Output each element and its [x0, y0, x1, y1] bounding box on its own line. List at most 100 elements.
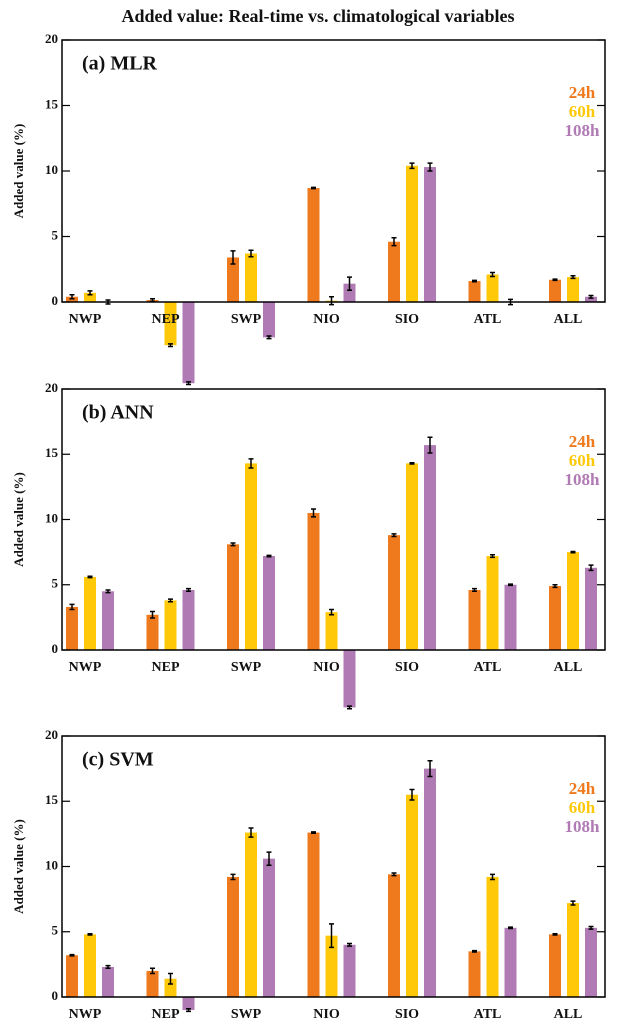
x-tick-label: SWP — [231, 660, 262, 675]
bar — [263, 858, 275, 997]
x-tick-label: ATL — [474, 1007, 502, 1022]
error-bar — [391, 872, 397, 877]
bar — [102, 966, 114, 997]
bar — [486, 876, 499, 997]
y-tick-label: 15 — [45, 445, 59, 460]
error-bar — [472, 279, 477, 283]
x-tick-label: ATL — [474, 312, 502, 327]
error-bar — [69, 603, 75, 611]
x-tick-label: SIO — [395, 1007, 419, 1022]
x-tick-label: ATL — [474, 660, 502, 675]
bar — [146, 970, 159, 997]
bar — [182, 589, 195, 650]
bar — [245, 832, 257, 997]
x-tick-label: NEP — [152, 312, 180, 327]
bar — [424, 167, 436, 302]
panel-title: (b) ANN — [82, 402, 154, 424]
legend-label: 60h — [569, 451, 596, 470]
bar — [164, 600, 177, 650]
bar — [424, 445, 436, 650]
x-tick-label: SWP — [231, 312, 262, 327]
error-bar — [266, 554, 272, 558]
bar — [585, 296, 597, 302]
y-axis-label: Added value (%) — [11, 124, 26, 219]
bar — [84, 576, 96, 650]
x-tick-label: ALL — [554, 660, 583, 675]
y-tick-label: 10 — [45, 857, 58, 872]
x-tick-label: SWP — [231, 1007, 262, 1022]
bar — [182, 997, 195, 1011]
y-axis-label: Added value (%) — [11, 472, 26, 567]
error-bar — [472, 587, 477, 593]
bar — [325, 935, 338, 997]
bar — [182, 302, 195, 384]
x-tick-label: NIO — [313, 660, 340, 675]
error-bar — [427, 436, 433, 454]
bar — [263, 556, 275, 650]
bar — [84, 934, 96, 997]
bar — [343, 283, 356, 302]
bar — [388, 874, 400, 997]
bar — [227, 257, 239, 302]
error-bar — [552, 932, 558, 936]
error-bar — [427, 162, 433, 172]
legend-label: 24h — [569, 432, 596, 451]
bar — [406, 794, 418, 997]
figure-title: Added value: Real-time vs. climatologica… — [122, 6, 515, 26]
error-bar — [230, 250, 236, 265]
error-bar — [266, 335, 272, 340]
bar — [468, 281, 481, 302]
error-bar — [329, 923, 334, 949]
x-tick-label: NIO — [313, 312, 340, 327]
y-tick-label: 15 — [45, 792, 59, 807]
error-bar — [248, 249, 254, 258]
x-tick-label: NEP — [152, 1007, 180, 1022]
error-bar — [329, 296, 334, 306]
legend-label: 108h — [565, 121, 601, 140]
error-bar — [347, 705, 352, 710]
bar — [567, 903, 579, 997]
bar — [307, 188, 320, 302]
y-axis-label: Added value (%) — [11, 819, 26, 914]
error-bar — [266, 851, 272, 866]
bar — [504, 584, 517, 650]
error-bar — [248, 458, 254, 469]
error-bar — [230, 873, 236, 881]
y-tick-label: 15 — [45, 96, 59, 111]
bar — [66, 606, 78, 650]
bar — [146, 614, 159, 650]
bar — [84, 292, 96, 302]
error-bar — [105, 964, 111, 970]
error-bar — [168, 598, 173, 603]
legend-label: 24h — [569, 83, 596, 102]
error-bar — [570, 550, 576, 554]
bar — [388, 535, 400, 650]
y-tick-label: 20 — [45, 727, 58, 742]
y-tick-label: 0 — [52, 641, 59, 656]
x-tick-label: NWP — [69, 1007, 102, 1022]
x-tick-label: ALL — [554, 1007, 583, 1022]
x-tick-label: SIO — [395, 660, 419, 675]
y-tick-label: 5 — [52, 923, 59, 938]
error-bar — [570, 900, 576, 906]
error-bar — [347, 942, 352, 947]
x-tick-label: SIO — [395, 312, 419, 327]
bar — [245, 253, 257, 302]
y-tick-label: 0 — [52, 988, 59, 1003]
bar — [325, 612, 338, 650]
error-bar — [311, 186, 316, 190]
plot-frame — [61, 39, 606, 303]
panel-title: (c) SVM — [82, 749, 154, 771]
legend-label: 60h — [569, 102, 596, 121]
bar — [549, 934, 561, 997]
error-bar — [168, 972, 173, 985]
error-bar — [87, 932, 93, 936]
bar — [388, 241, 400, 302]
bar — [406, 165, 418, 302]
error-bar — [186, 1007, 191, 1013]
legend-label: 24h — [569, 779, 596, 798]
error-bar — [409, 162, 415, 170]
x-tick-label: ALL — [554, 312, 583, 327]
error-bar — [168, 343, 173, 348]
error-bar — [311, 508, 316, 518]
